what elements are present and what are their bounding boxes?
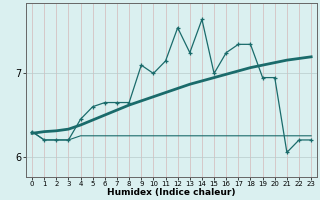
X-axis label: Humidex (Indice chaleur): Humidex (Indice chaleur) bbox=[107, 188, 236, 197]
